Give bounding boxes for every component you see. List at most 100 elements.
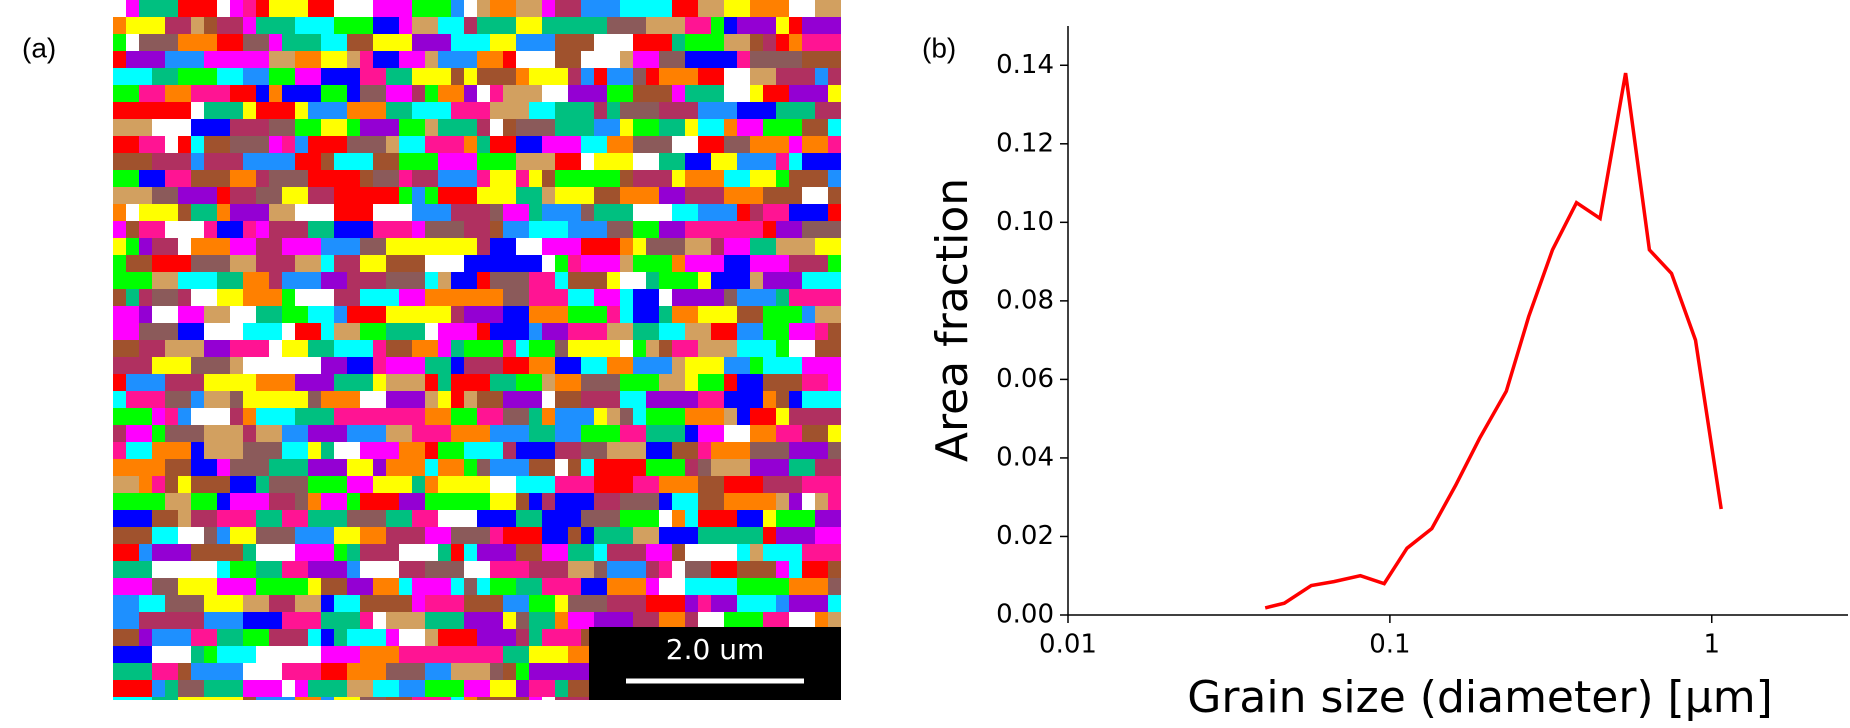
grain: [737, 510, 763, 527]
grain: [802, 119, 828, 136]
grain: [412, 578, 451, 595]
grain: [724, 408, 737, 425]
grain: [633, 306, 659, 323]
grain: [230, 204, 269, 221]
grain: [152, 306, 178, 323]
grain: [607, 578, 646, 595]
grain: [555, 459, 568, 476]
grain: [477, 51, 503, 68]
x-tick-label: 0.01: [1039, 630, 1097, 660]
grain: [399, 442, 425, 459]
grain: [594, 476, 633, 493]
grain: [204, 425, 243, 442]
y-axis-title: Area fraction: [927, 178, 978, 462]
grain: [711, 34, 724, 51]
grain: [373, 357, 386, 374]
grain: [464, 68, 477, 85]
grain: [542, 493, 555, 510]
grain: [347, 425, 386, 442]
grain: [490, 272, 529, 289]
grain: [386, 272, 425, 289]
grain: [737, 323, 763, 340]
scale-bar-box: [589, 627, 841, 700]
grain: [750, 0, 789, 17]
grain: [789, 255, 828, 272]
grain: [685, 323, 711, 340]
grain: [269, 170, 308, 187]
grain: [542, 697, 555, 700]
grain: [113, 306, 139, 323]
grain: [659, 476, 698, 493]
grain: [594, 527, 633, 544]
grain: [555, 170, 581, 187]
grain: [555, 357, 581, 374]
grain: [776, 561, 789, 578]
grain: [698, 527, 724, 544]
grain: [776, 340, 789, 357]
grain: [178, 612, 204, 629]
grain: [477, 136, 490, 153]
grain: [360, 170, 373, 187]
grain: [347, 408, 386, 425]
y-tick-label: 0.04: [996, 442, 1054, 472]
grain: [711, 595, 737, 612]
grain: [464, 476, 490, 493]
grain: [191, 17, 204, 34]
grain: [113, 425, 126, 442]
grain: [815, 238, 841, 255]
grain: [399, 595, 412, 612]
grain: [464, 391, 477, 408]
grain: [568, 323, 607, 340]
grain: [425, 442, 438, 459]
grain: [373, 680, 399, 697]
grain: [542, 391, 555, 408]
grain: [672, 255, 685, 272]
grain: [295, 255, 321, 272]
grain: [256, 187, 282, 204]
grain: [412, 238, 451, 255]
grain: [295, 17, 334, 34]
grain: [594, 34, 633, 51]
grain: [776, 408, 789, 425]
y-tick-label: 0.02: [996, 521, 1054, 551]
grain: [256, 697, 282, 700]
grain: [802, 544, 841, 561]
grain: [633, 187, 659, 204]
grain: [711, 153, 737, 170]
grain: [542, 204, 581, 221]
grain: [477, 85, 490, 102]
grain: [113, 697, 152, 700]
grain: [477, 272, 490, 289]
grain: [347, 306, 386, 323]
grain: [451, 493, 490, 510]
grain: [113, 272, 152, 289]
grain: [685, 425, 698, 442]
grain: [646, 459, 685, 476]
panel-label: (b): [922, 32, 956, 63]
grain: [243, 680, 282, 697]
grain: [581, 0, 620, 17]
grain: [126, 442, 152, 459]
grain: [334, 697, 360, 700]
grain: [672, 34, 685, 51]
grain: [113, 323, 139, 340]
grain: [737, 119, 763, 136]
grain: [256, 578, 295, 595]
grain: [256, 374, 295, 391]
grain: [152, 255, 191, 272]
grain: [477, 408, 503, 425]
grain: [113, 578, 152, 595]
grain: [425, 527, 438, 544]
grain: [308, 391, 321, 408]
grain: [698, 136, 724, 153]
grain: [347, 102, 386, 119]
grain: [529, 459, 555, 476]
grain: [152, 680, 165, 700]
grain: [360, 68, 386, 85]
grain: [516, 442, 555, 459]
grain: [191, 459, 217, 476]
grain: [581, 510, 620, 527]
grain: [633, 476, 659, 493]
grain: [542, 85, 568, 102]
grain: [256, 646, 282, 663]
